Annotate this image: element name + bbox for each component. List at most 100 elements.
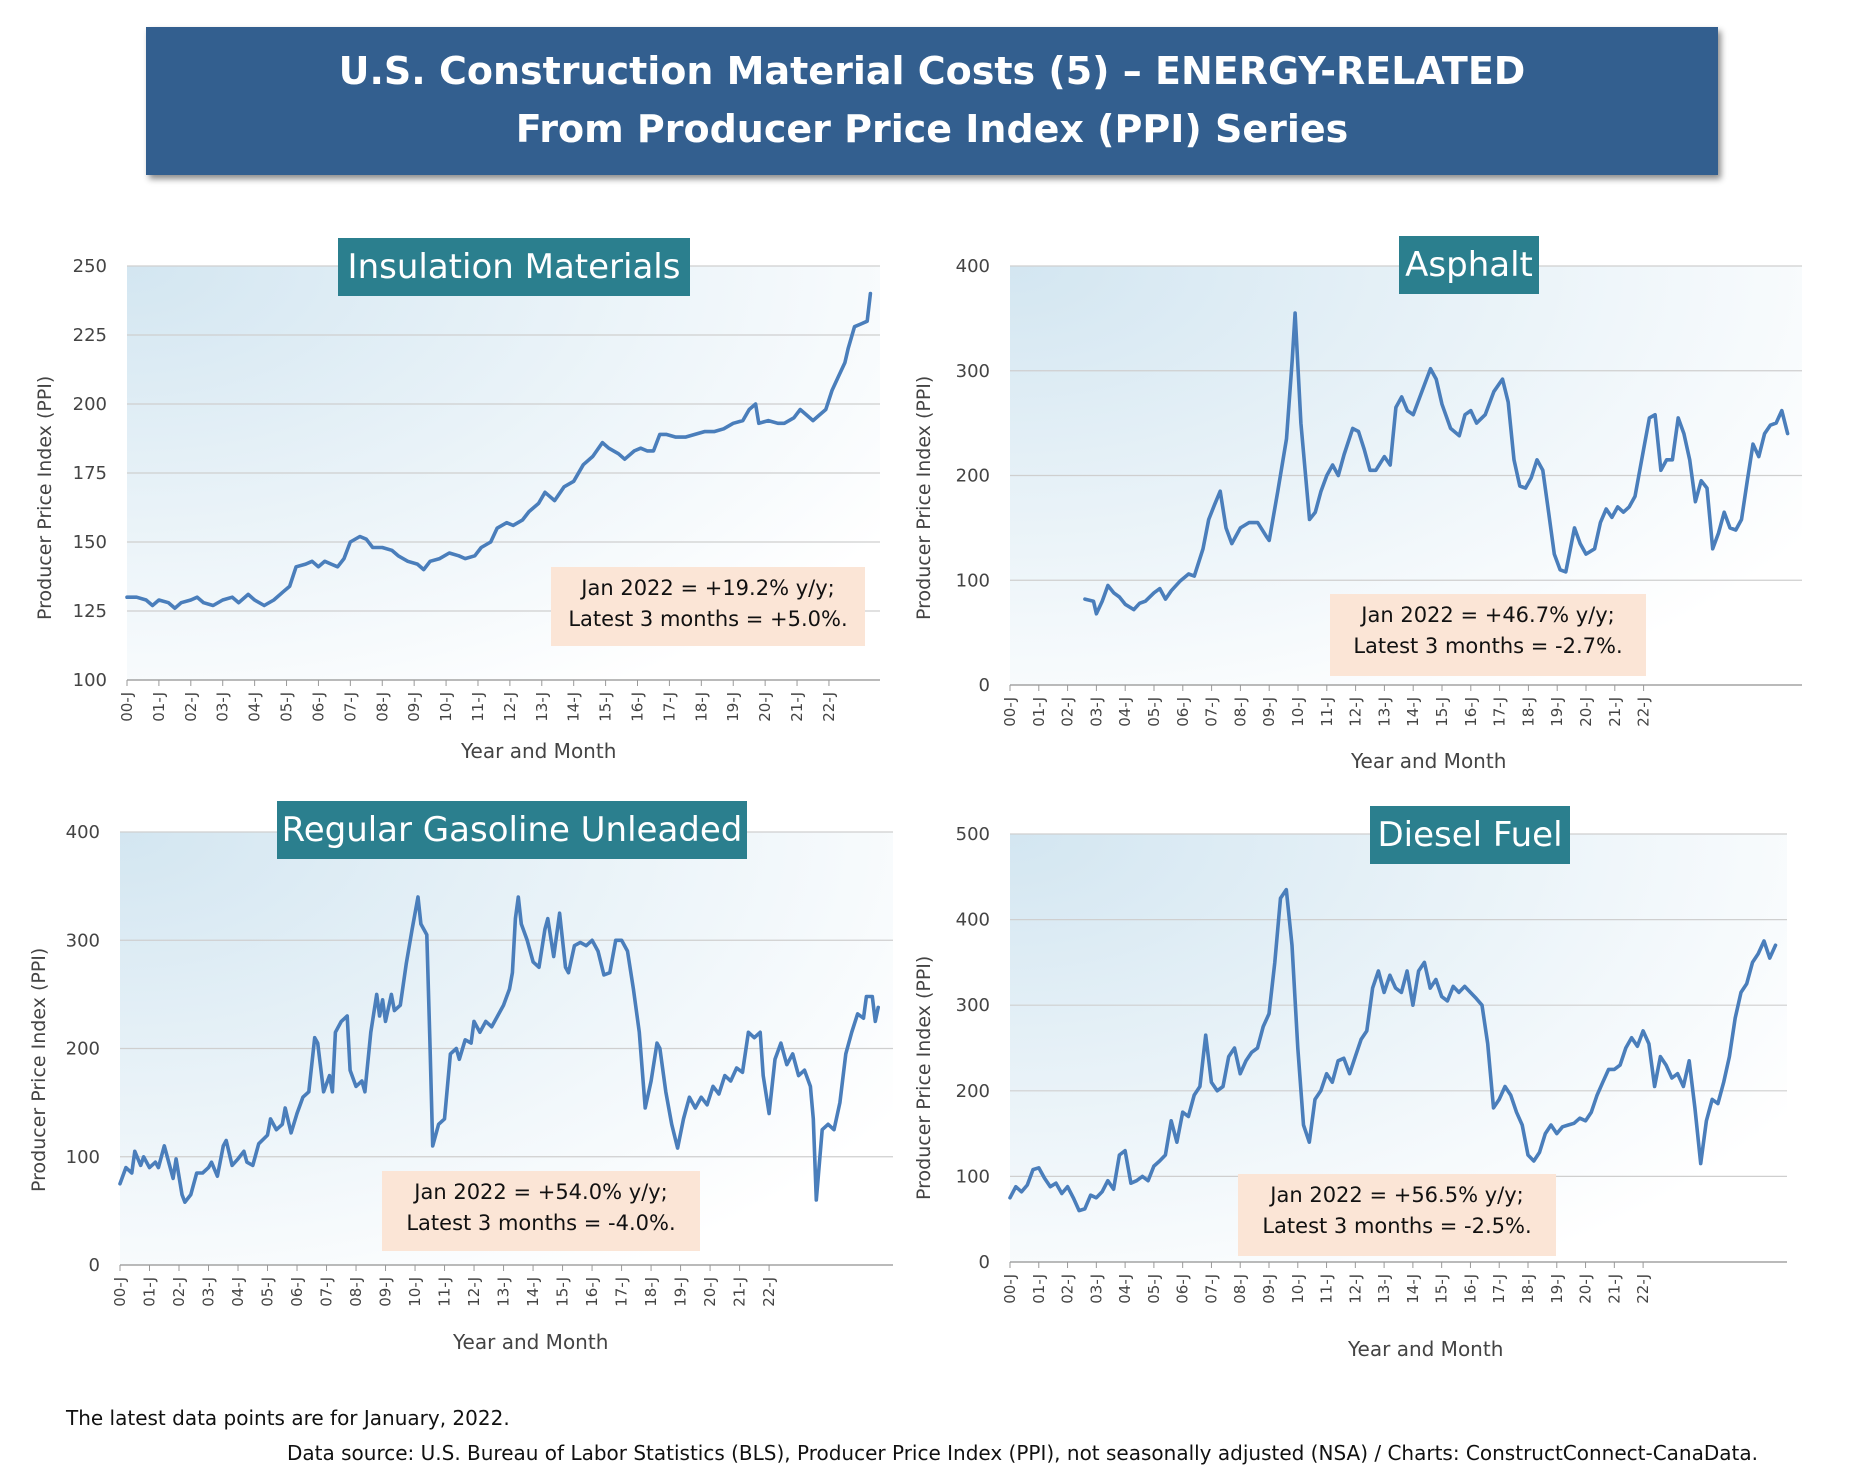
x-tick-label: 01-J <box>1030 697 1048 727</box>
footer-note: The latest data points are for January, … <box>66 1406 510 1430</box>
x-tick-label: 22-J <box>820 692 838 722</box>
x-tick-label: 12-J <box>465 1277 483 1307</box>
series-line <box>1008 887 1778 1213</box>
x-tick-label: 14-J <box>1404 1274 1422 1304</box>
x-tick-label: 02-J <box>1059 697 1077 727</box>
x-tick-label: 11-J <box>1318 697 1336 727</box>
x-tick-label: 08-J <box>1231 697 1249 727</box>
x-tick-label: 05-J <box>259 1277 277 1307</box>
x-axis-title-asphalt: Year and Month <box>1351 749 1507 773</box>
x-tick-label: 04-J <box>1116 697 1134 727</box>
x-tick-label: 13-J <box>495 1277 513 1307</box>
y-tick-label: 125 <box>73 601 107 622</box>
y-tick-label: 100 <box>956 1166 990 1187</box>
x-tick-label: 19-J <box>672 1277 690 1307</box>
x-tick-label: 11-J <box>436 1277 454 1307</box>
footer-source: Data source: U.S. Bureau of Labor Statis… <box>287 1441 1758 1465</box>
annotation-line1-asphalt: Jan 2022 = +46.7% y/y; <box>1361 603 1615 627</box>
x-tick-label: 16-J <box>1461 1274 1479 1304</box>
x-tick-label: 12-J <box>1347 697 1365 727</box>
x-tick-label: 21-J <box>1605 1274 1623 1304</box>
y-axis-title-diesel: Producer Price Index (PPI) <box>913 955 935 1200</box>
x-tick-label: 07-J <box>318 1277 336 1307</box>
y-tick-label: 400 <box>956 256 990 277</box>
x-tick-label: 09-J <box>377 1277 395 1307</box>
x-tick-label: 18-J <box>692 692 710 722</box>
x-tick-label: 15-J <box>597 692 615 722</box>
x-tick-label: 10-J <box>437 692 455 722</box>
x-tick-label: 05-J <box>278 692 296 722</box>
x-tick-label: 18-J <box>642 1277 660 1307</box>
chart-title-insulation: Insulation Materials <box>338 238 690 296</box>
x-tick-label: 11-J <box>469 692 487 722</box>
chart-title-diesel: Diesel Fuel <box>1370 806 1570 864</box>
chart-title-gasoline: Regular Gasoline Unleaded <box>277 801 747 859</box>
x-tick-label: 03-J <box>214 692 232 722</box>
x-tick-label: 09-J <box>405 692 423 722</box>
annotation-line2-insulation: Latest 3 months = +5.0%. <box>568 607 848 631</box>
annotation-line1-gasoline: Jan 2022 = +54.0% y/y; <box>414 1180 668 1204</box>
x-tick-label: 17-J <box>613 1277 631 1307</box>
x-tick-label: 20-J <box>701 1277 719 1307</box>
y-tick-label: 500 <box>956 824 990 845</box>
x-tick-label: 17-J <box>1491 697 1509 727</box>
x-tick-label: 22-J <box>760 1277 778 1307</box>
x-tick-label: 07-J <box>1202 1274 1220 1304</box>
x-tick-label: 06-J <box>1174 697 1192 727</box>
chart-title-asphalt: Asphalt <box>1399 236 1539 294</box>
x-tick-label: 18-J <box>1519 697 1537 727</box>
x-tick-label: 19-J <box>1548 1274 1566 1304</box>
x-tick-label: 21-J <box>788 692 806 722</box>
annotation-line1-insulation: Jan 2022 = +19.2% y/y; <box>581 576 835 600</box>
x-tick-label: 20-J <box>1577 697 1595 727</box>
x-tick-label: 15-J <box>1433 697 1451 727</box>
y-tick-label: 200 <box>956 1081 990 1102</box>
x-tick-label: 08-J <box>1231 1274 1249 1304</box>
x-tick-label: 13-J <box>1375 697 1393 727</box>
x-tick-label: 20-J <box>1577 1274 1595 1304</box>
y-tick-label: 0 <box>979 1252 990 1273</box>
y-tick-label: 150 <box>73 532 107 553</box>
y-tick-label: 0 <box>89 1255 100 1276</box>
y-tick-label: 400 <box>956 910 990 931</box>
y-tick-label: 200 <box>956 466 990 487</box>
x-tick-label: 10-J <box>1289 1274 1307 1304</box>
x-tick-label: 00-J <box>111 1277 129 1307</box>
x-tick-label: 11-J <box>1318 1274 1336 1304</box>
x-tick-label: 18-J <box>1519 1274 1537 1304</box>
y-tick-label: 300 <box>956 995 990 1016</box>
annotation-box-diesel: Jan 2022 = +56.5% y/y; Latest 3 months =… <box>1238 1174 1556 1256</box>
x-tick-label: 06-J <box>1174 1274 1192 1304</box>
x-tick-label: 07-J <box>341 692 359 722</box>
x-tick-label: 14-J <box>524 1277 542 1307</box>
x-tick-label: 02-J <box>182 692 200 722</box>
y-tick-label: 250 <box>73 256 107 277</box>
x-tick-label: 04-J <box>246 692 264 722</box>
x-tick-label: 12-J <box>1346 1274 1364 1304</box>
x-tick-label: 04-J <box>1116 1274 1134 1304</box>
x-tick-label: 08-J <box>347 1277 365 1307</box>
y-tick-label: 300 <box>66 930 100 951</box>
y-tick-label: 200 <box>73 394 107 415</box>
x-axis-title-insulation: Year and Month <box>461 739 617 763</box>
x-tick-label: 15-J <box>1433 1274 1451 1304</box>
x-axis-title-gasoline: Year and Month <box>453 1330 609 1354</box>
x-tick-label: 13-J <box>1375 1274 1393 1304</box>
x-tick-label: 00-J <box>118 692 136 722</box>
header-title-line1: U.S. Construction Material Costs (5) – E… <box>338 49 1526 93</box>
y-tick-label: 200 <box>66 1039 100 1060</box>
x-tick-label: 03-J <box>200 1277 218 1307</box>
x-tick-label: 13-J <box>533 692 551 722</box>
x-tick-label: 22-J <box>1634 1274 1652 1304</box>
x-tick-label: 16-J <box>629 692 647 722</box>
annotation-box-insulation: Jan 2022 = +19.2% y/y; Latest 3 months =… <box>551 567 865 646</box>
x-tick-label: 17-J <box>1490 1274 1508 1304</box>
header-title-line2: From Producer Price Index (PPI) Series <box>515 107 1349 151</box>
y-tick-label: 100 <box>73 670 107 691</box>
x-tick-label: 16-J <box>583 1277 601 1307</box>
x-tick-label: 19-J <box>724 692 742 722</box>
